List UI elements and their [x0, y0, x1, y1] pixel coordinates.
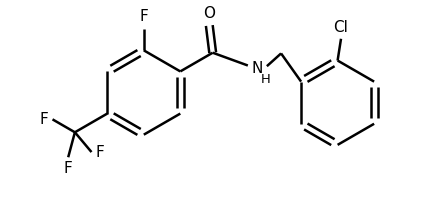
Text: F: F	[64, 161, 72, 176]
Text: F: F	[95, 145, 104, 160]
Text: O: O	[203, 6, 215, 21]
Text: N: N	[251, 61, 262, 76]
Text: F: F	[40, 112, 48, 127]
Text: F: F	[139, 9, 148, 25]
Text: H: H	[261, 73, 270, 86]
Text: Cl: Cl	[333, 20, 349, 35]
